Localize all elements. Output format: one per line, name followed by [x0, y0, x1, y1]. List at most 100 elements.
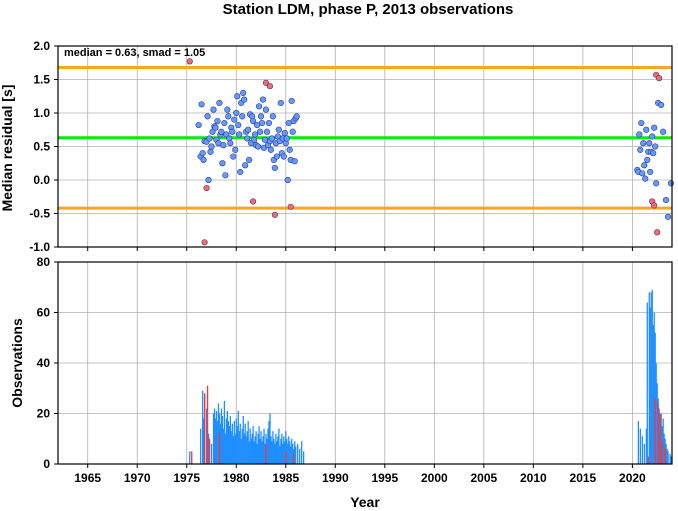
observations-y-tick-label: 80	[37, 255, 51, 269]
observations-bar	[213, 408, 216, 464]
observations-bar	[652, 325, 654, 464]
residual-point	[269, 113, 277, 120]
observations-bar	[241, 428, 243, 464]
residual-point	[207, 148, 214, 155]
observations-outlier-bar	[191, 451, 193, 464]
residual-point	[198, 101, 205, 108]
observations-bar	[267, 428, 269, 464]
residual-point	[236, 131, 243, 138]
observations-bar	[225, 418, 228, 464]
observations-bar	[200, 428, 202, 464]
observations-bar	[301, 441, 303, 464]
residual-point	[199, 150, 206, 157]
residual-outlier-point	[287, 203, 294, 210]
residual-point	[640, 140, 647, 147]
residual-point	[231, 116, 238, 123]
residual-panel: 2.0 1.5 1.0 0.5 0.0 -0.5 -1.0 median = 0.63, s…	[0, 39, 675, 254]
observations-bar	[645, 428, 647, 464]
residual-point	[240, 89, 247, 96]
observations-bar	[279, 446, 281, 464]
residual-point	[280, 153, 287, 160]
observations-bar	[285, 431, 287, 464]
observations-bar	[235, 418, 237, 464]
observations-bar	[670, 456, 672, 464]
observations-bar	[281, 433, 283, 464]
observations-y-tick-label: 0	[43, 457, 50, 471]
observations-y-tick-label: 40	[37, 356, 51, 370]
residual-point	[263, 128, 271, 135]
observations-bar	[259, 438, 261, 464]
residual-point	[653, 180, 660, 187]
residual-point	[649, 133, 656, 140]
observations-outlier-bar	[203, 393, 206, 464]
observations-bar	[277, 436, 279, 464]
observations-bar	[274, 443, 276, 464]
observations-bar	[232, 436, 234, 464]
residual-outlier-point	[201, 239, 208, 246]
observations-bar	[248, 441, 250, 464]
observations-bar	[266, 438, 268, 464]
residual-point	[222, 172, 229, 179]
residual-y-axis-label: Median residual [s]	[0, 85, 15, 212]
observations-bar	[269, 413, 271, 464]
observations-bar	[648, 292, 650, 464]
observations-bar	[646, 302, 648, 464]
observations-x-axis-label: Year	[350, 494, 380, 510]
observations-bar	[665, 443, 667, 464]
residual-point	[650, 150, 657, 157]
observations-outlier-bar	[218, 433, 221, 464]
observations-bar	[236, 426, 238, 464]
observations-bar	[214, 418, 217, 464]
residual-point	[205, 176, 212, 184]
observations-bar	[639, 428, 642, 464]
observations-y-ticks: 0 20 40 60 80	[37, 255, 58, 471]
residual-outlier-point	[654, 229, 661, 236]
observations-bar	[245, 436, 247, 464]
residual-point	[258, 119, 266, 127]
observations-bar	[220, 408, 223, 464]
residual-point	[212, 124, 219, 131]
observations-bar	[247, 421, 249, 464]
residual-point	[641, 162, 648, 169]
observations-outlier-bar	[664, 448, 666, 464]
residual-point	[281, 130, 288, 137]
observations-bar	[252, 426, 254, 464]
observations-bar	[641, 436, 643, 464]
residual-point	[233, 109, 240, 117]
residual-point	[216, 99, 223, 107]
observations-x-tick-label: 1970	[124, 471, 151, 485]
observations-x-tick-label: 1965	[74, 471, 101, 485]
observations-bar	[653, 312, 655, 464]
residual-point	[214, 117, 221, 125]
observations-bar	[244, 423, 246, 464]
observations-x-tick-label: 1995	[371, 471, 398, 485]
residual-y-tick-label: 2.0	[33, 39, 50, 53]
observations-bar	[237, 410, 239, 464]
observations-bar	[291, 438, 293, 464]
residual-y-ticks: 2.0 1.5 1.0 0.5 0.0 -0.5 -1.0	[29, 39, 633, 254]
observations-bar	[217, 403, 220, 464]
observations-bar	[189, 451, 191, 464]
observations-x-tick-label: 1975	[173, 471, 200, 485]
residual-y-tick-label: -1.0	[29, 240, 50, 254]
residual-point	[637, 146, 644, 153]
observations-bar	[651, 289, 653, 464]
residual-point	[234, 93, 241, 100]
observations-bar	[212, 413, 215, 464]
observations-bar	[288, 436, 290, 464]
residual-point	[284, 176, 291, 184]
observations-bar	[666, 448, 668, 464]
residual-point	[259, 96, 267, 103]
residual-point	[283, 135, 290, 142]
observations-bars	[189, 289, 672, 464]
residual-y-tick-label: 1.0	[33, 106, 50, 120]
observations-bar	[240, 438, 242, 464]
residual-point	[251, 131, 259, 138]
observations-bar	[663, 433, 665, 464]
observations-y-tick-label: 60	[37, 306, 51, 320]
residual-point	[244, 135, 251, 142]
median-smad-annotation: median = 0.63, smad = 1.05	[64, 47, 205, 59]
observations-bar	[299, 448, 301, 464]
residual-point	[667, 180, 675, 187]
residual-outlier-point	[266, 83, 274, 90]
